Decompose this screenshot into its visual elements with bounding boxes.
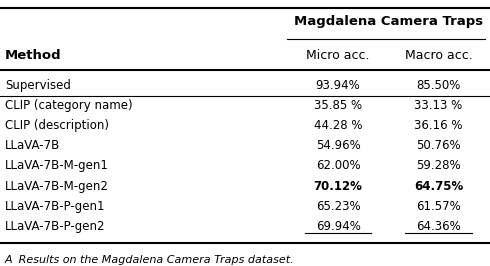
- Text: 50.76%: 50.76%: [416, 139, 461, 152]
- Text: 61.57%: 61.57%: [416, 200, 461, 213]
- Text: LLaVA-7B: LLaVA-7B: [5, 139, 60, 152]
- Text: 36.16 %: 36.16 %: [415, 119, 463, 132]
- Text: 33.13 %: 33.13 %: [415, 99, 463, 112]
- Text: Micro acc.: Micro acc.: [306, 49, 370, 62]
- Text: 62.00%: 62.00%: [316, 160, 361, 172]
- Text: 65.23%: 65.23%: [316, 200, 361, 213]
- Text: 64.36%: 64.36%: [416, 220, 461, 233]
- Text: 85.50%: 85.50%: [416, 79, 461, 92]
- Text: 70.12%: 70.12%: [314, 180, 363, 193]
- Text: 35.85 %: 35.85 %: [314, 99, 362, 112]
- Text: Macro acc.: Macro acc.: [405, 49, 472, 62]
- Text: CLIP (description): CLIP (description): [5, 119, 109, 132]
- Text: 64.75%: 64.75%: [414, 180, 463, 193]
- Text: 93.94%: 93.94%: [316, 79, 361, 92]
- Text: Supervised: Supervised: [5, 79, 71, 92]
- Text: CLIP (category name): CLIP (category name): [5, 99, 132, 112]
- Text: LLaVA-7B-P-gen1: LLaVA-7B-P-gen1: [5, 200, 105, 213]
- Text: LLaVA-7B-P-gen2: LLaVA-7B-P-gen2: [5, 220, 105, 233]
- Text: 44.28 %: 44.28 %: [314, 119, 362, 132]
- Text: LLaVA-7B-M-gen2: LLaVA-7B-M-gen2: [5, 180, 109, 193]
- Text: Magdalena Camera Traps: Magdalena Camera Traps: [294, 15, 483, 28]
- Text: 54.96%: 54.96%: [316, 139, 361, 152]
- Text: A  Results on the Magdalena Camera Traps dataset.: A Results on the Magdalena Camera Traps …: [5, 255, 294, 265]
- Text: 69.94%: 69.94%: [316, 220, 361, 233]
- Text: 59.28%: 59.28%: [416, 160, 461, 172]
- Text: Method: Method: [5, 49, 62, 62]
- Text: LLaVA-7B-M-gen1: LLaVA-7B-M-gen1: [5, 160, 109, 172]
